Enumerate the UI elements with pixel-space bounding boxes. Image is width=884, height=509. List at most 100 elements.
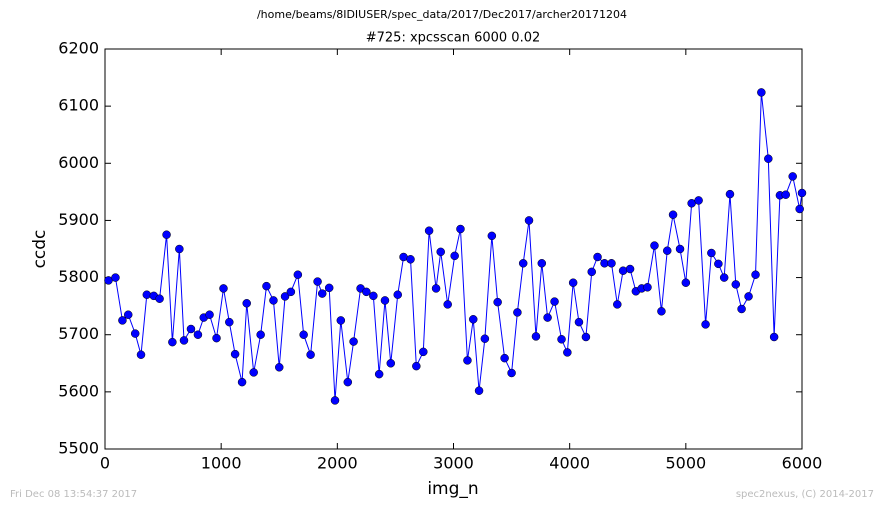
data-point [349,337,358,346]
data-point [155,294,164,303]
y-tick-label: 5500 [58,439,99,458]
data-point [275,363,284,372]
data-point [242,299,251,308]
data-point [123,310,133,319]
x-tick-label: 4000 [549,454,590,473]
data-point [330,396,340,405]
data-point [737,304,746,314]
data-point [269,296,278,305]
data-point [524,216,534,225]
data-point [380,296,390,305]
data-point [757,88,766,97]
data-point [393,290,402,299]
data-point [313,277,322,286]
data-point [369,291,378,301]
data-point [587,267,596,277]
y-tick-label: 6200 [58,39,99,58]
x-tick-label: 5000 [665,454,706,473]
x-tick-label: 6000 [782,454,823,473]
chart-title: #725: xpcsscan 6000 0.02 [366,31,541,46]
y-tick-label: 5900 [58,210,99,229]
data-point [419,347,428,357]
y-tick-label: 5700 [58,324,99,343]
data-point [286,287,296,297]
data-point [537,259,547,268]
data-point [142,290,152,299]
plot-frame [104,48,803,450]
data-point [557,335,566,344]
data-point [701,320,710,329]
data-point [463,356,472,365]
data-point [374,369,384,379]
data-point [574,317,584,327]
data-point [186,324,196,334]
x-tick-label: 0 [100,454,110,473]
data-point [280,292,290,301]
data-point [256,330,265,339]
data-point [436,247,445,257]
data-point [507,368,516,378]
data-point [168,337,177,347]
data-point [493,297,502,307]
data-point [249,368,258,377]
data-point [769,332,779,342]
data-point [468,315,478,324]
data-point [237,377,247,387]
data-point [317,289,327,298]
data-point [118,316,127,325]
data-point [781,190,790,199]
data-point [299,330,308,339]
data-point [205,310,214,319]
data-point [657,307,666,316]
data-point [531,332,541,341]
data-point [707,248,716,258]
data-point [563,348,572,357]
data-point [456,224,465,234]
y-tick-label: 5600 [58,381,99,400]
data-point [613,300,622,309]
data-point [262,281,271,291]
x-tick-label: 1000 [201,454,242,473]
data-point [714,259,723,269]
suptitle: /home/beams/8IDIUSER/spec_data/2017/Dec2… [257,8,627,21]
data-point [513,308,522,317]
data-point [744,292,753,301]
data-point [719,273,729,282]
data-point [175,244,184,254]
data-point [607,259,616,268]
data-point [518,259,528,268]
data-point [795,204,804,214]
data-point [336,316,346,325]
data-point [406,255,415,264]
data-point [681,278,691,287]
data-point [568,278,578,287]
data-point [193,330,203,339]
data-point [386,359,396,368]
data-point [662,246,672,255]
data-point [751,270,760,279]
footer-right: spec2nexus, (C) 2014-2017 [736,489,874,500]
data-point [219,284,228,293]
data-point [593,252,602,262]
data-point [694,196,703,205]
data-point [474,386,484,395]
data-point [306,350,315,359]
data-point [764,154,773,163]
data-point [581,332,591,342]
data-point [130,329,140,338]
data-point [500,353,509,363]
data-point [788,172,797,181]
data-point [731,280,741,289]
y-tick-label: 5800 [58,267,99,286]
data-point [324,283,334,293]
x-tick-label: 3000 [433,454,474,473]
data-point [480,334,490,343]
data-point [675,244,685,254]
data-point [443,300,452,309]
data-point [212,333,221,343]
footer-left: Fri Dec 08 13:54:37 2017 [10,489,137,500]
data-point [230,349,240,359]
data-point [650,241,659,250]
data-point [725,189,735,199]
